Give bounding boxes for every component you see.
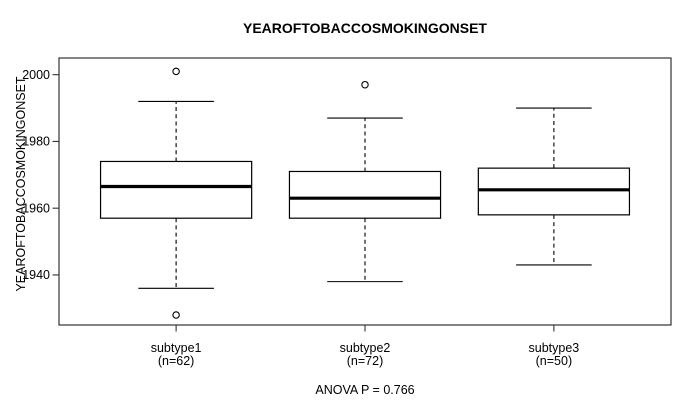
box-subtype1 bbox=[99, 160, 253, 219]
group-label: subtype3 bbox=[528, 341, 580, 355]
box-subtype3 bbox=[477, 167, 631, 216]
chart-title: YEAROFTOBACCOSMOKINGONSET bbox=[243, 20, 487, 36]
y-tick-label: 1980 bbox=[22, 135, 50, 149]
group-label: subtype2 bbox=[339, 341, 391, 355]
group-n-label: (n=50) bbox=[535, 353, 573, 368]
outlier-point bbox=[361, 80, 369, 89]
group-n-label: (n=62) bbox=[157, 353, 195, 368]
outlier-point bbox=[172, 67, 180, 76]
box-subtype2 bbox=[288, 170, 442, 219]
y-tick-label: 2000 bbox=[22, 68, 50, 82]
x-tick-label-subtype1: subtype1 (n=62) bbox=[101, 342, 251, 368]
x-tick-label-subtype2: subtype2 (n=72) bbox=[290, 342, 440, 368]
anova-caption: ANOVA P = 0.766 bbox=[315, 383, 415, 397]
group-label: subtype1 bbox=[150, 341, 202, 355]
y-tick-label: 1960 bbox=[22, 201, 50, 215]
group-n-label: (n=72) bbox=[346, 353, 384, 368]
outlier-point bbox=[172, 311, 180, 319]
x-tick-label-subtype3: subtype3 (n=50) bbox=[479, 342, 629, 368]
y-tick-label: 1940 bbox=[22, 268, 50, 282]
